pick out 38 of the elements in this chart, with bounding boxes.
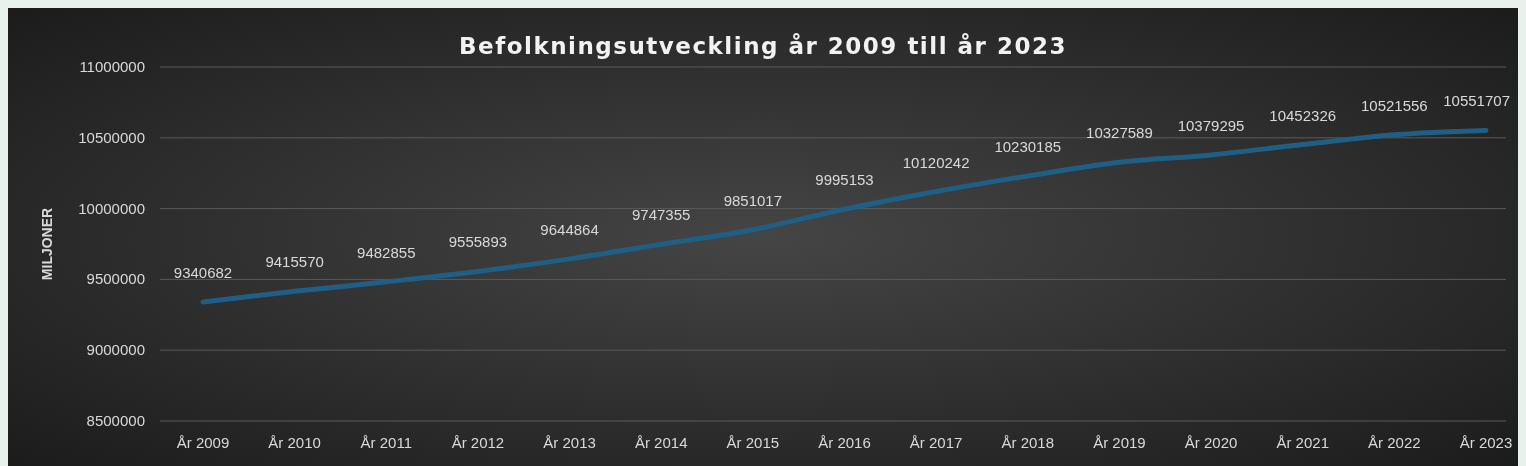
y-tick-label: 11000000 [79, 58, 145, 75]
data-label: 10452326 [1269, 106, 1337, 124]
x-tick-label: År 2022 [1368, 434, 1421, 451]
x-tick-label: År 2014 [634, 434, 688, 451]
x-tick-label: År 2016 [818, 434, 871, 451]
data-label: 9555893 [448, 233, 508, 251]
x-tick-label: År 2021 [1276, 434, 1329, 451]
x-tick-label: År 2009 [176, 434, 230, 451]
x-tick-label: År 2017 [909, 434, 963, 451]
y-tick-label: 10000000 [78, 199, 145, 217]
chart-title: Befolkningsutveckling år 2009 till år 2023 [459, 33, 1067, 59]
data-label: 10379295 [1177, 116, 1245, 134]
data-label: 10551707 [1443, 92, 1510, 110]
y-tick-label: 8500000 [86, 412, 145, 429]
x-tick-label: År 2019 [1093, 434, 1146, 451]
data-label: 9747355 [632, 206, 691, 224]
x-tick-label: År 2020 [1184, 434, 1238, 451]
y-axis-title: MILJONER [39, 207, 55, 281]
data-label: 10120242 [902, 153, 970, 171]
data-label: 10327589 [1086, 124, 1153, 142]
x-tick-label: År 2018 [1001, 434, 1055, 451]
data-label: 9644864 [540, 220, 599, 238]
x-tick-label: År 2012 [451, 434, 505, 451]
data-label: 9340682 [173, 263, 233, 281]
y-tick-label: 9500000 [86, 270, 145, 288]
data-label: 9995153 [815, 171, 874, 189]
data-label: 9851017 [723, 191, 783, 209]
x-tick-label: År 2023 [1459, 434, 1513, 451]
x-tick-label: År 2013 [543, 434, 596, 451]
x-tick-label: År 2010 [268, 434, 321, 451]
y-tick-label: 10500000 [78, 128, 145, 146]
data-label: 9415570 [265, 253, 324, 271]
y-tick-label: 9000000 [86, 341, 145, 359]
data-label: 9482855 [357, 243, 416, 261]
data-label: 10521556 [1360, 96, 1428, 114]
x-tick-label: År 2011 [360, 434, 412, 451]
data-label: 10230185 [994, 138, 1062, 156]
x-tick-label: År 2015 [726, 434, 780, 451]
